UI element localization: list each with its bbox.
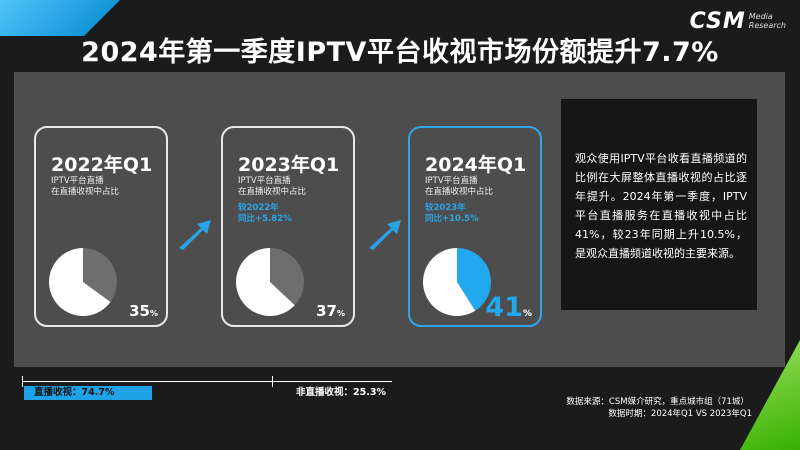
share-unit: %: [149, 309, 158, 318]
share-unit: %: [522, 309, 532, 319]
card-desc-line-2: 在直播收视中占比: [425, 187, 494, 197]
card-year: 2023年Q1: [238, 154, 340, 176]
arrow-up-right-icon: [369, 220, 401, 250]
card-desc-line-1: IPTV平台直播: [51, 176, 104, 186]
arrow-up-right-icon: [179, 220, 211, 250]
pie-chart-2023q1: [236, 248, 304, 316]
share-number: 37: [316, 302, 337, 320]
bar-segment-live: 直播收视：74.7%: [24, 386, 152, 400]
pie-slice-other: [236, 248, 295, 316]
source-line: 数据来源：CSM媒介研究，重点城市组（71城）: [566, 397, 749, 407]
card-change-line-2: 同比+10.5%: [425, 214, 479, 224]
bar-tick-mid: [272, 376, 273, 387]
card-change-line-1: 较2023年: [425, 203, 466, 213]
bar-tick-start: [22, 376, 23, 387]
period-line: 数据时期：2024年Q1 VS 2023年Q1: [608, 409, 752, 419]
summary-text: 观众使用IPTV平台收看直播频道的比例在大屏整体直播收视的占比逐年提升。2024…: [575, 152, 747, 260]
card-description: IPTV平台直播 在直播收视中占比: [51, 176, 119, 198]
share-value: 41%: [485, 292, 532, 323]
summary-box: 观众使用IPTV平台收看直播频道的比例在大屏整体直播收视的占比逐年提升。2024…: [561, 99, 757, 310]
card-desc-line-2: 在直播收视中占比: [238, 187, 307, 197]
share-number: 41: [485, 292, 523, 323]
pie-slice-other: [48, 248, 111, 316]
bar-baseline: [22, 381, 392, 382]
card-desc-line-1: IPTV平台直播: [238, 176, 291, 186]
data-source-note: 数据来源：CSM媒介研究，重点城市组（71城） 数据时期：2024年Q1 VS …: [566, 396, 752, 420]
share-number: 35: [129, 302, 150, 320]
pie-slice-iptv: [457, 248, 491, 311]
card-2023q1: 2023年Q1 IPTV平台直播 在直播收视中占比 较2022年 同比+5.82…: [221, 126, 355, 327]
card-year: 2024年Q1: [425, 154, 527, 176]
card-change-line-1: 较2022年: [238, 203, 279, 213]
card-2024q1: 2024年Q1 IPTV平台直播 在直播收视中占比 较2023年 同比+10.5…: [408, 126, 542, 327]
card-change: 较2023年 同比+10.5%: [425, 203, 479, 225]
pie-chart-2024q1: [423, 248, 491, 316]
logo-text: CSM: [689, 8, 746, 34]
logo-subtext: Media Research: [749, 12, 786, 30]
csm-logo: CSM Media Research: [690, 8, 786, 34]
card-change-line-2: 同比+5.82%: [238, 214, 292, 224]
pie-slice-iptv: [83, 248, 117, 302]
pie-slice-iptv: [270, 248, 304, 306]
pie-slice-other: [423, 248, 476, 316]
card-desc-line-1: IPTV平台直播: [425, 176, 478, 186]
card-description: IPTV平台直播 在直播收视中占比: [425, 176, 493, 198]
live-share-bar: 直播收视：74.7% 非直播收视：25.3%: [22, 375, 412, 405]
card-change: 较2022年 同比+5.82%: [238, 203, 292, 225]
pie-chart-2022q1: [48, 248, 117, 316]
bar-segment-nonlive: 非直播收视：25.3%: [296, 387, 386, 398]
share-unit: %: [336, 309, 345, 318]
share-value: 37%: [316, 302, 345, 320]
page-title: 2024年第一季度IPTV平台收视市场份额提升7.7%: [81, 37, 719, 68]
logo-subtext-2: Research: [748, 21, 786, 30]
card-year: 2022年Q1: [51, 154, 153, 176]
card-description: IPTV平台直播 在直播收视中占比: [238, 176, 306, 198]
card-2022q1: 2022年Q1 IPTV平台直播 在直播收视中占比 35%: [34, 126, 168, 327]
logo-subtext-1: Media: [748, 12, 773, 21]
share-value: 35%: [129, 302, 158, 320]
card-desc-line-2: 在直播收视中占比: [51, 187, 120, 197]
